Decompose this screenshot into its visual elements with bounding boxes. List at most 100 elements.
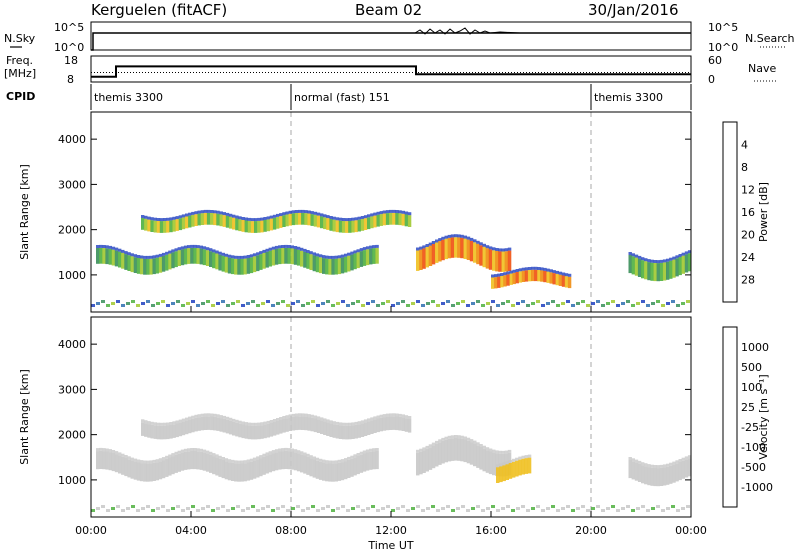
heatmap-cell [124, 254, 128, 270]
velocity-panel: Slant Range [km] 1000 2000 3000 4000 1000 50… [18, 306, 773, 552]
ground-scatter-cell [571, 509, 575, 512]
heatmap-cell-fringe [227, 254, 232, 258]
ground-scatter-cell [181, 304, 185, 307]
heatmap-cell [494, 277, 498, 289]
ground-scatter-cell [481, 509, 485, 512]
heatmap-cell-fringe [202, 246, 207, 250]
heatmap-cell-fringe [169, 422, 173, 425]
heatmap-cell-fringe [540, 267, 544, 271]
heatmap-cell [326, 422, 330, 436]
ground-scatter-cell [206, 300, 210, 303]
ground-scatter-cell [441, 507, 445, 510]
ground-scatter-cell [686, 505, 690, 508]
heatmap-cell [650, 467, 654, 486]
heatmap-cell [185, 216, 189, 229]
heatmap-cell-fringe [256, 456, 260, 460]
ground-scatter-cell [291, 507, 295, 510]
ground-scatter-cell [101, 300, 105, 303]
ground-scatter-cell [531, 302, 535, 305]
heatmap-cell-fringe [193, 244, 197, 248]
heatmap-cell-fringe [147, 421, 151, 425]
heatmap-cell-fringe [279, 213, 283, 217]
freq-trace [91, 65, 691, 78]
heatmap-cell [219, 418, 223, 432]
heatmap-cell [356, 456, 360, 475]
heatmap-cell-fringe [546, 268, 550, 272]
heatmap-cell-fringe [244, 217, 248, 221]
heatmap-cell-fringe [237, 460, 241, 464]
heatmap-cell-fringe [224, 253, 229, 257]
heatmap-cell [147, 219, 151, 232]
heatmap-cell [323, 421, 327, 435]
ground-scatter-cell [156, 302, 160, 305]
ground-scatter-cell [406, 304, 410, 307]
heatmap-cell [320, 420, 324, 434]
heatmap-cell [108, 452, 112, 471]
heatmap-cell-fringe [156, 218, 161, 221]
cpid-label: CPID [6, 90, 35, 103]
heatmap-cell [558, 274, 563, 286]
heatmap-cell-fringe [659, 464, 664, 468]
heatmap-cell [320, 216, 324, 229]
heatmap-cell-fringe [205, 450, 210, 454]
heatmap-cell [296, 453, 301, 472]
heatmap-cell [316, 215, 321, 228]
heatmap-cell [669, 465, 673, 484]
ground-scatter-cell [536, 505, 540, 508]
heatmap-cell-fringe [500, 273, 504, 276]
heatmap-cell [225, 419, 230, 434]
heatmap-cell [155, 257, 159, 274]
heatmap-cell-fringe [340, 459, 345, 463]
colorbar-tick-label: -500 [741, 461, 766, 474]
ground-scatter-cell [471, 507, 475, 510]
heatmap-cell [247, 220, 252, 233]
heatmap-cell [431, 244, 436, 265]
heatmap-cell-fringe [231, 459, 235, 463]
heatmap-cell [153, 220, 157, 233]
heatmap-cell [385, 213, 390, 225]
heatmap-cell-fringe [672, 461, 676, 465]
heatmap-cell-fringe [163, 422, 167, 426]
heatmap-cell [499, 466, 503, 483]
heatmap-cell [146, 258, 150, 275]
ground-scatter-cell [606, 507, 610, 510]
heatmap-cell-fringe [507, 247, 512, 251]
heatmap-cell [262, 456, 266, 475]
heatmap-cell-fringe [238, 216, 242, 220]
freq-panel: Freq. [MHz] 18 8 60 0 Nave [4, 54, 778, 86]
heatmap-cell [263, 424, 267, 439]
ground-scatter-cell [336, 302, 340, 305]
ground-scatter-cell [356, 300, 360, 303]
ground-scatter-cell [631, 304, 635, 307]
heatmap-cell [194, 417, 198, 432]
ground-scatter-cell [636, 302, 640, 305]
heatmap-cell [325, 463, 329, 482]
heatmap-cell-fringe [634, 459, 639, 463]
heatmap-cell-fringe [485, 245, 490, 249]
heatmap-cell [370, 216, 374, 229]
ground-scatter-cell [681, 507, 685, 510]
heatmap-cell [152, 258, 156, 275]
heatmap-cell-fringe [466, 437, 471, 441]
ground-scatter-cell [411, 507, 415, 510]
heatmap-cell [294, 213, 299, 225]
ground-scatter-cell [431, 300, 435, 303]
heatmap-cell [271, 453, 276, 472]
heatmap-cell-fringe [144, 420, 148, 424]
heatmap-cell-fringe [401, 210, 405, 214]
heatmap-cell [288, 213, 292, 226]
heatmap-cell-fringe [238, 420, 242, 424]
ground-scatter-cell [351, 302, 355, 305]
freq-right-label: Nave [748, 62, 776, 75]
heatmap-cell [454, 237, 458, 258]
heatmap-cell-fringe [362, 247, 367, 251]
heatmap-cell [234, 463, 238, 482]
noise-trace-burst [414, 27, 521, 35]
heatmap-cell-fringe [416, 247, 420, 251]
heatmap-cell [360, 423, 365, 437]
ground-scatter-cell [321, 302, 325, 305]
ground-scatter-cell [406, 509, 410, 512]
heatmap-cell-fringe [350, 455, 354, 459]
heatmap-cell-fringe [320, 213, 324, 217]
heatmap-cell [527, 270, 532, 282]
